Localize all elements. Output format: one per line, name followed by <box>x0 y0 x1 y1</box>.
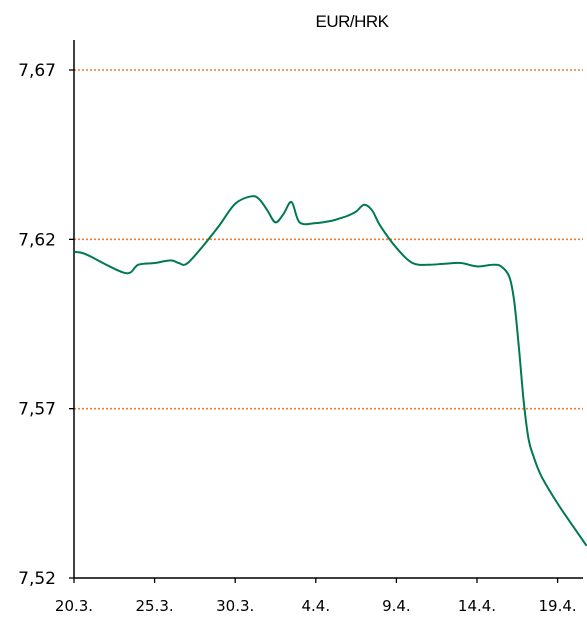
x-tick-label: 9.4. <box>382 597 411 615</box>
x-tick-label: 30.3. <box>216 597 254 615</box>
eur-hrk-series-line <box>73 195 587 547</box>
series-layer <box>73 195 587 547</box>
x-tick-label: 4.4. <box>301 597 330 615</box>
x-tick-label: 20.3. <box>55 597 93 615</box>
y-tick-label: 7,62 <box>18 230 56 250</box>
x-tick-labels: 20.3. 25.3. 30.3. 4.4. 9.4. 14.4. 19.4. <box>55 597 577 615</box>
y-tick-label: 7,52 <box>18 569 56 589</box>
axes <box>69 40 583 583</box>
chart-title: EUR/HRK <box>315 12 389 31</box>
x-tick-label: 19.4. <box>539 597 577 615</box>
gridlines <box>74 69 583 410</box>
x-tick-label: 14.4. <box>458 597 496 615</box>
x-tick-label: 25.3. <box>136 597 174 615</box>
y-tick-labels: 7,52 7,57 7,62 7,67 <box>18 61 56 589</box>
y-tick-label: 7,67 <box>18 61 56 81</box>
y-tick-label: 7,57 <box>18 400 56 420</box>
